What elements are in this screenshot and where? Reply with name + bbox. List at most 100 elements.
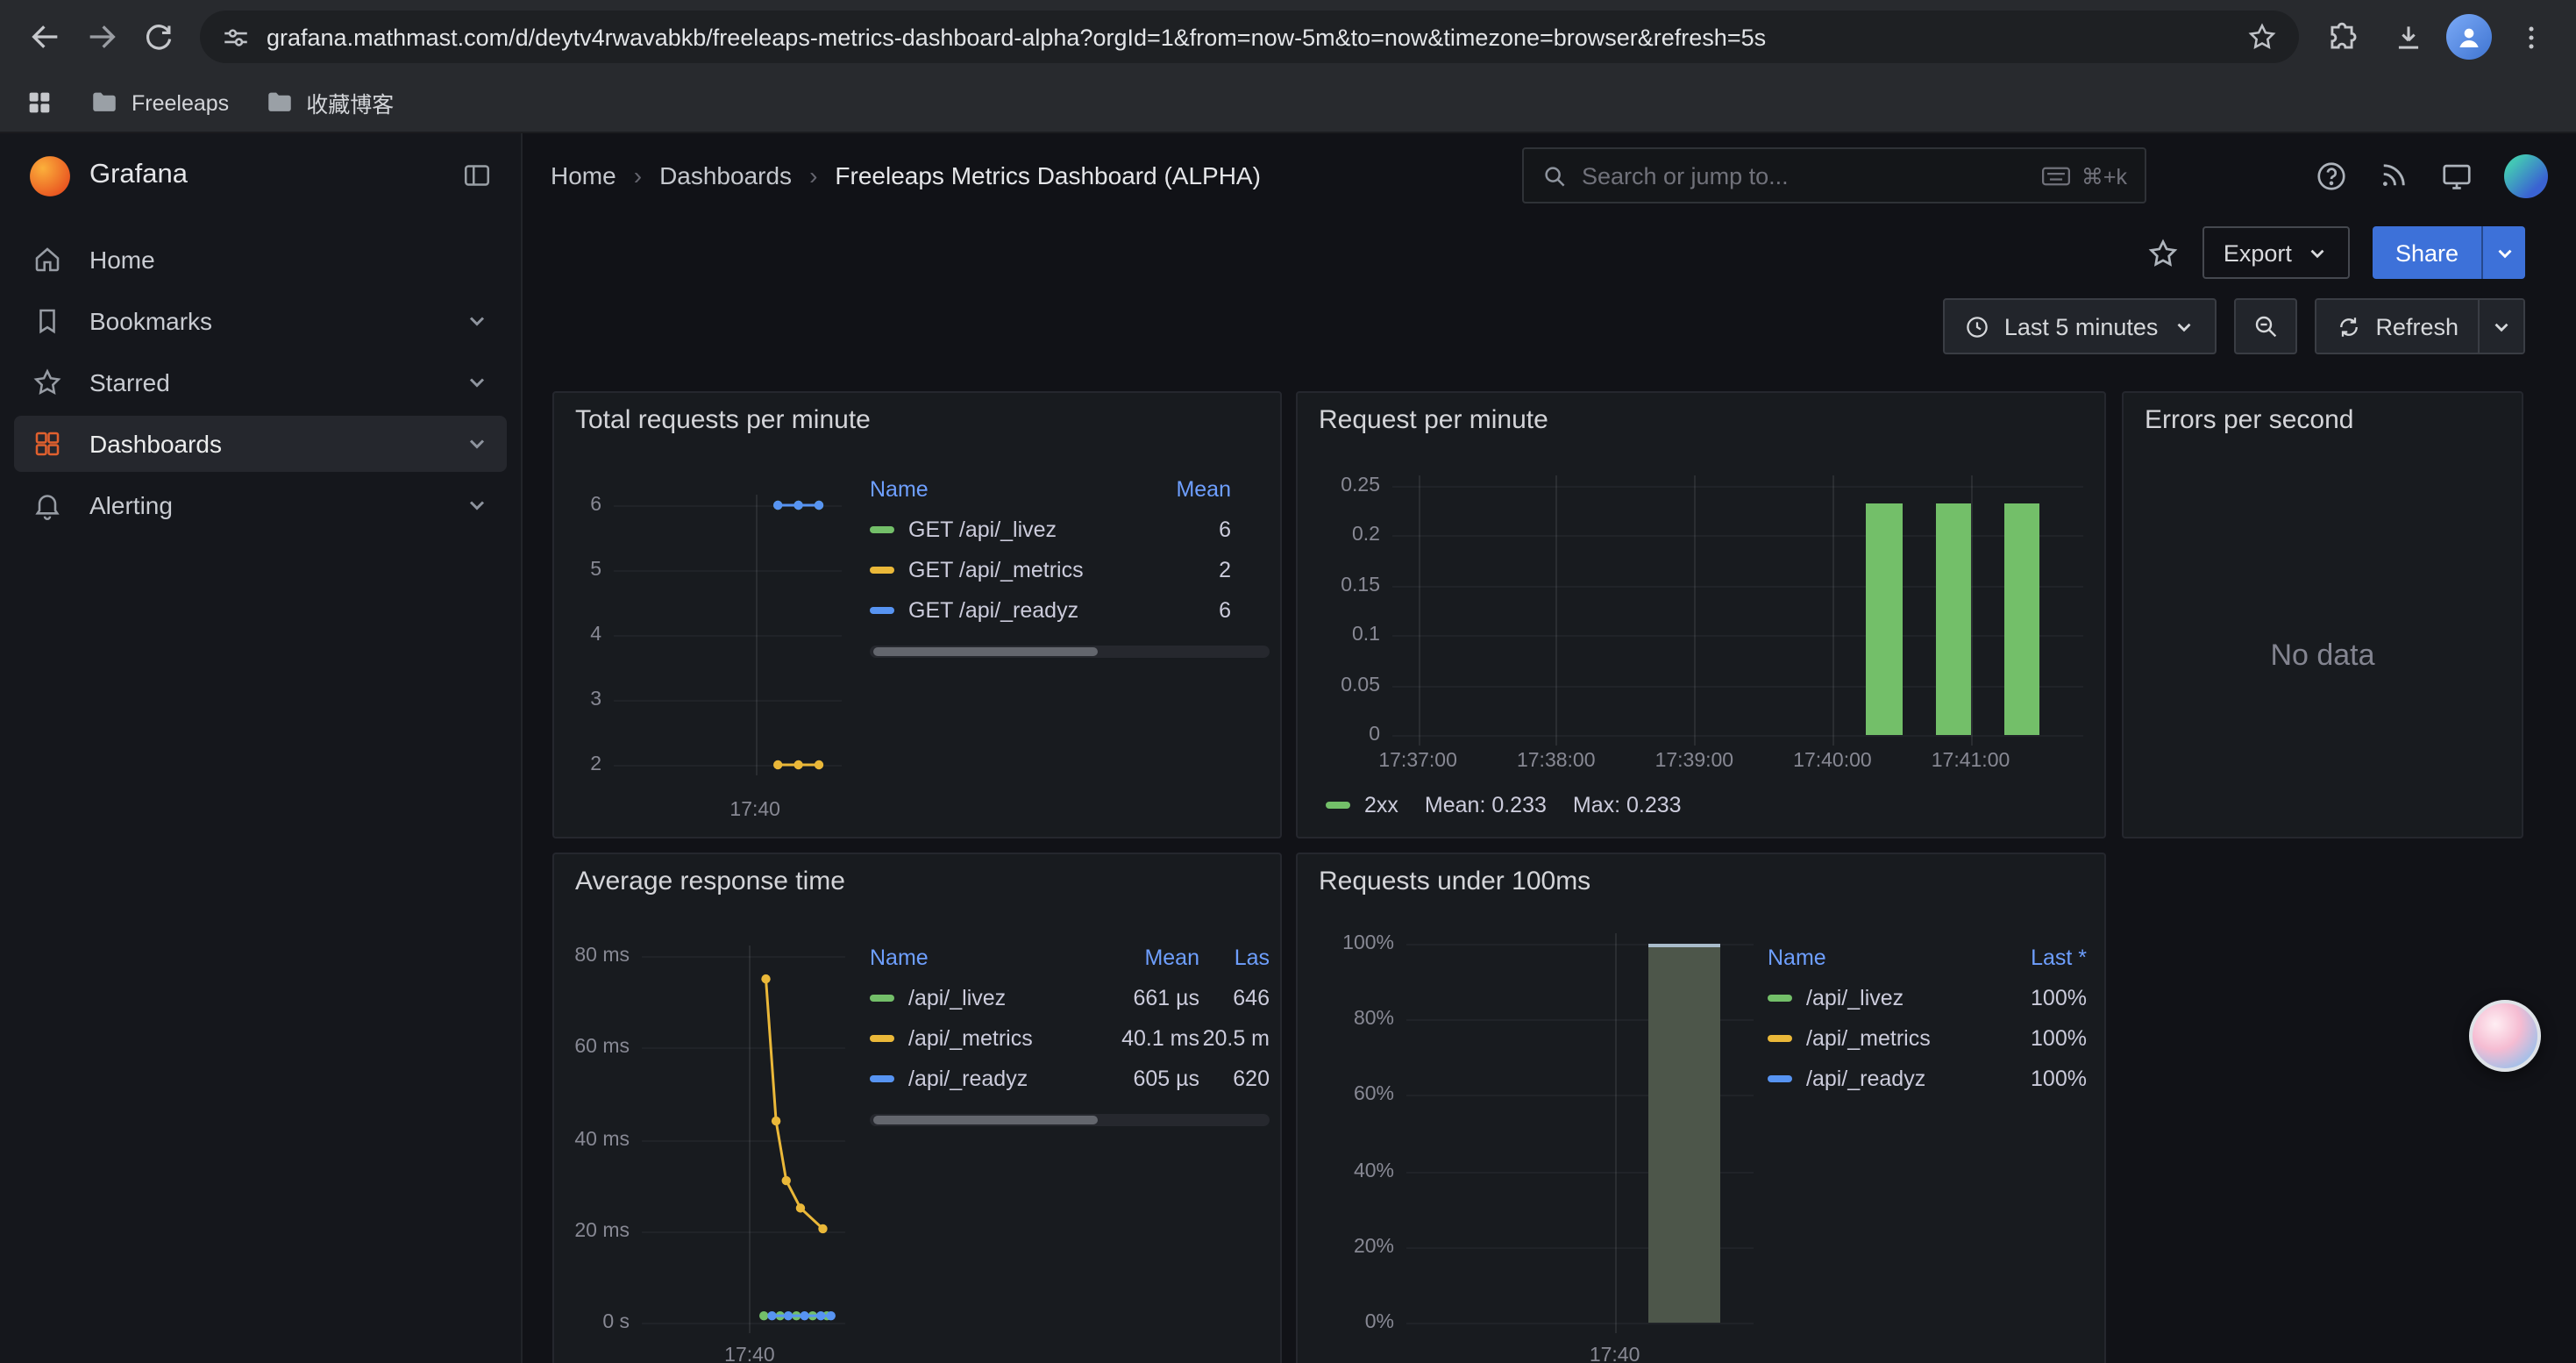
refresh-button[interactable]: Refresh: [2316, 300, 2478, 353]
apps-grid-icon: [32, 428, 67, 460]
breadcrumb-separator: ›: [809, 161, 817, 189]
legend-row[interactable]: GET /api/_livez 6: [870, 509, 1270, 549]
bookmark-star-icon[interactable]: [2246, 21, 2278, 53]
back-button[interactable]: [18, 9, 74, 65]
x-tick-label: 17:37:00: [1339, 751, 1497, 772]
legend-scrollbar[interactable]: [870, 1114, 1270, 1126]
help-icon[interactable]: [2315, 159, 2348, 192]
downloads-button[interactable]: [2380, 9, 2436, 65]
y-tick-label: 80%: [1312, 1007, 1394, 1031]
chevron-down-icon[interactable]: [465, 432, 489, 456]
bookmark-folder-freeleaps[interactable]: Freeleaps: [89, 88, 229, 118]
chevron-down-icon[interactable]: [465, 370, 489, 395]
series-name: /api/_readyz: [1806, 1066, 1982, 1090]
legend-inline[interactable]: 2xx Mean: 0.233 Max: 0.233: [1326, 793, 1682, 817]
sidebar-item-label: Alerting: [89, 491, 173, 519]
browser-menu-button[interactable]: [2502, 9, 2558, 65]
user-avatar[interactable]: [2504, 153, 2548, 197]
legend-row[interactable]: /api/_livez 661 µs 646: [870, 977, 1270, 1017]
floating-assistant-avatar[interactable]: [2469, 1000, 2541, 1072]
screen: grafana.mathmast.com/d/deytv4rwavabkb/fr…: [0, 0, 2576, 1363]
monitor-icon[interactable]: [2439, 159, 2474, 192]
chevron-down-icon[interactable]: [465, 493, 489, 517]
legend-row[interactable]: GET /api/_readyz 6: [870, 589, 1270, 630]
legend-col-name[interactable]: Name: [1768, 946, 1982, 970]
sidebar-item-alerting[interactable]: Alerting: [14, 477, 507, 533]
panel-requests-under-100ms: Requests under 100ms 17:40100%80%60%40%2…: [1296, 853, 2106, 1363]
chevron-down-icon[interactable]: [465, 309, 489, 333]
download-icon: [2391, 20, 2424, 54]
extensions-button[interactable]: [2313, 9, 2369, 65]
search-icon: [1541, 162, 1568, 189]
breadcrumb-home[interactable]: Home: [551, 161, 616, 189]
refresh-interval-button[interactable]: [2478, 300, 2523, 353]
brand-title: Grafana: [89, 160, 188, 191]
legend-scrollbar[interactable]: [870, 646, 1270, 658]
panel-title[interactable]: Total requests per minute: [575, 405, 871, 435]
scrollbar-thumb[interactable]: [873, 1116, 1097, 1124]
legend-col-name[interactable]: Name: [870, 946, 1087, 970]
legend-row[interactable]: /api/_readyz 100%: [1768, 1058, 2087, 1098]
sidebar-item-dashboards[interactable]: Dashboards: [14, 416, 507, 472]
panel-title[interactable]: Request per minute: [1319, 405, 1548, 435]
series-swatch: [870, 525, 894, 532]
apps-grid-icon[interactable]: [25, 88, 54, 118]
time-range-picker[interactable]: Last 5 minutes: [1943, 298, 2217, 354]
line-series-svg: [568, 917, 852, 1363]
rss-news-icon[interactable]: [2378, 160, 2409, 191]
url-bar[interactable]: grafana.mathmast.com/d/deytv4rwavabkb/fr…: [200, 11, 2299, 63]
grafana-logo[interactable]: [28, 153, 72, 197]
x-gridline: [1556, 475, 1558, 746]
panel-title[interactable]: Requests under 100ms: [1319, 867, 1590, 896]
site-info-icon[interactable]: [221, 22, 251, 52]
bookmark-folder-blogs[interactable]: 收藏博客: [264, 86, 394, 119]
export-button[interactable]: Export: [2202, 226, 2350, 279]
sidebar-collapse-button[interactable]: [461, 160, 493, 191]
x-gridline: [1615, 933, 1617, 1333]
bar-chart[interactable]: 17:40100%80%60%40%20%0%: [1312, 917, 1768, 1363]
back-arrow-icon: [28, 19, 63, 54]
series-name: /api/_metrics: [1806, 1025, 1982, 1050]
series-last: 100%: [1982, 985, 2087, 1010]
panel-title[interactable]: Average response time: [575, 867, 845, 896]
panel-total-requests: Total requests per minute 17:4065432 Nam…: [552, 391, 1282, 838]
breadcrumb-dashboards[interactable]: Dashboards: [659, 161, 792, 189]
share-menu-button[interactable]: [2481, 226, 2525, 279]
legend-row[interactable]: GET /api/_metrics 2: [870, 549, 1270, 589]
zoom-out-button[interactable]: [2233, 298, 2296, 354]
sidebar-item-label: Dashboards: [89, 430, 222, 458]
series-swatch: [1768, 1074, 1792, 1081]
dock-panel-icon: [461, 160, 493, 191]
refresh-label: Refresh: [2375, 313, 2459, 339]
share-button[interactable]: Share: [2373, 226, 2481, 279]
legend-col-mean[interactable]: Mean: [1126, 477, 1231, 502]
sidebar-item-starred[interactable]: Starred: [14, 354, 507, 410]
timeseries-chart[interactable]: 17:4080 ms60 ms40 ms20 ms0 s: [568, 917, 852, 1363]
timeseries-chart[interactable]: 17:4065432: [568, 453, 852, 824]
legend-row[interactable]: /api/_readyz 605 µs 620: [870, 1058, 1270, 1098]
browser-profile-avatar[interactable]: [2446, 14, 2492, 60]
search-box[interactable]: ⌘+k: [1522, 147, 2146, 203]
y-gridline: [1392, 685, 2083, 687]
sidebar-item-bookmarks[interactable]: Bookmarks: [14, 293, 507, 349]
sidebar-item-home[interactable]: Home: [14, 232, 507, 288]
bar-chart[interactable]: 17:37:0017:38:0017:39:0017:40:0017:41:00…: [1312, 453, 2094, 779]
scrollbar-thumb[interactable]: [873, 647, 1097, 656]
legend-col-name[interactable]: Name: [870, 477, 1126, 502]
chart-bar: [1936, 503, 1971, 735]
legend-col-mean[interactable]: Mean: [1087, 946, 1199, 970]
legend-row[interactable]: /api/_livez 100%: [1768, 977, 2087, 1017]
forward-button[interactable]: [74, 9, 130, 65]
search-input[interactable]: [1582, 162, 2027, 189]
reload-button[interactable]: [130, 9, 186, 65]
favorite-star-icon[interactable]: [2146, 236, 2180, 269]
legend-header: Name Mean: [870, 470, 1270, 509]
legend-row[interactable]: /api/_metrics 40.1 ms 20.5 m: [870, 1017, 1270, 1058]
series-name: /api/_livez: [1806, 985, 1982, 1010]
legend-col-last[interactable]: Last *: [1982, 946, 2087, 970]
panel-title[interactable]: Errors per second: [2145, 405, 2353, 435]
legend-col-last[interactable]: Las: [1199, 946, 1270, 970]
panel-request-per-minute: Request per minute 17:37:0017:38:0017:39…: [1296, 391, 2106, 838]
legend-row[interactable]: /api/_metrics 100%: [1768, 1017, 2087, 1058]
share-split-button: Share: [2373, 226, 2525, 279]
